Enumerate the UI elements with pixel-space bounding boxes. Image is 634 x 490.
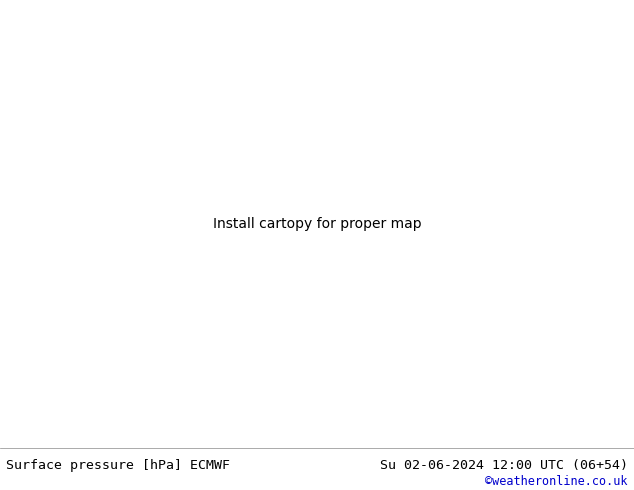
Text: Surface pressure [hPa] ECMWF: Surface pressure [hPa] ECMWF xyxy=(6,459,230,471)
Text: Install cartopy for proper map: Install cartopy for proper map xyxy=(212,217,422,231)
Text: Su 02-06-2024 12:00 UTC (06+54): Su 02-06-2024 12:00 UTC (06+54) xyxy=(380,459,628,471)
Text: ©weatheronline.co.uk: ©weatheronline.co.uk xyxy=(485,475,628,488)
